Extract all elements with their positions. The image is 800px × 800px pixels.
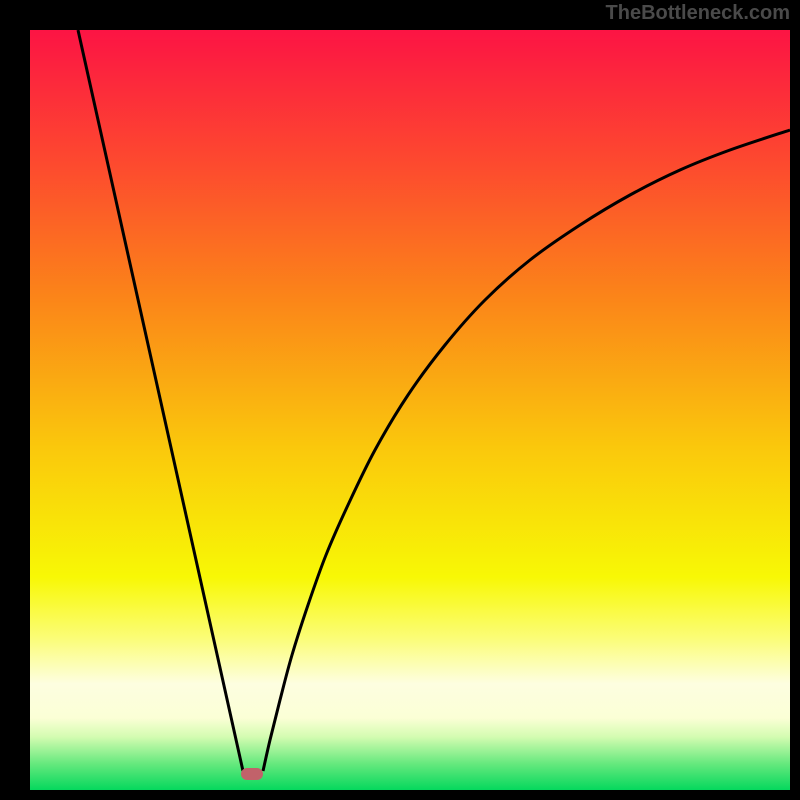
plot-area [30, 30, 790, 790]
watermark-text: TheBottleneck.com [606, 2, 790, 25]
left-curve-line [78, 30, 243, 771]
right-curve [263, 130, 790, 771]
bottleneck-marker [241, 768, 263, 780]
curve-layer [30, 30, 790, 790]
